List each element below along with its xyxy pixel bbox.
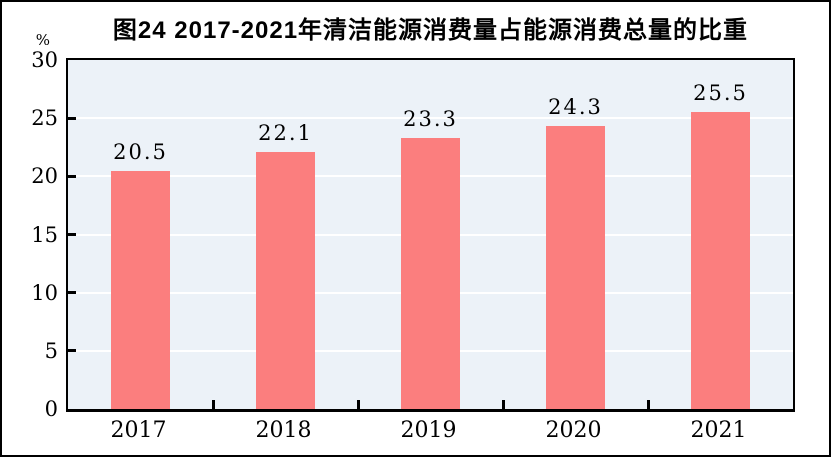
x-axis-label-2017: 2017	[110, 418, 167, 443]
bar-value-label-2021: 25.5	[693, 81, 748, 106]
gridline-25	[68, 117, 793, 120]
x-axis-label-2019: 2019	[400, 418, 457, 443]
x-axis-tick-4	[646, 400, 650, 409]
x-axis-tick-2	[356, 400, 360, 409]
bar-value-label-2018: 22.1	[258, 120, 313, 145]
y-axis-label-10: 10	[31, 280, 58, 305]
y-axis-label-0: 0	[44, 397, 58, 421]
y-axis-tick-15	[68, 233, 76, 236]
bar-2020	[546, 126, 605, 409]
bar-value-label-2020: 24.3	[548, 95, 603, 120]
y-axis-unit-label: %	[35, 31, 50, 49]
bar-2017	[111, 170, 170, 409]
y-axis-label-15: 15	[31, 222, 58, 247]
y-axis-label-5: 5	[44, 338, 58, 363]
x-axis-label-2020: 2020	[545, 418, 602, 443]
x-axis-tick-1	[211, 400, 215, 409]
bar-2019	[401, 137, 460, 409]
y-axis-tick-25	[68, 116, 76, 120]
y-axis-label-30: 30	[31, 48, 58, 72]
y-axis-tick-10	[68, 291, 76, 295]
plot-area: 20.5 22.1 23.3 24.3 25.5	[66, 58, 795, 412]
bar-value-label-2019: 23.3	[403, 106, 458, 131]
y-axis-label-25: 25	[31, 106, 58, 131]
x-axis-label-2021: 2021	[690, 418, 747, 443]
chart-title: 图24 2017-2021年清洁能源消费量占能源消费总量的比重	[112, 17, 749, 44]
y-axis-label-20: 20	[31, 164, 58, 189]
bar-value-label-2017: 20.5	[113, 139, 168, 164]
bar-2021	[691, 112, 750, 409]
y-axis-tick-5	[68, 349, 76, 353]
x-axis-label-2018: 2018	[255, 418, 312, 443]
bar-2018	[256, 151, 315, 409]
y-axis-tick-20	[68, 174, 76, 178]
x-axis-tick-3	[501, 400, 505, 409]
